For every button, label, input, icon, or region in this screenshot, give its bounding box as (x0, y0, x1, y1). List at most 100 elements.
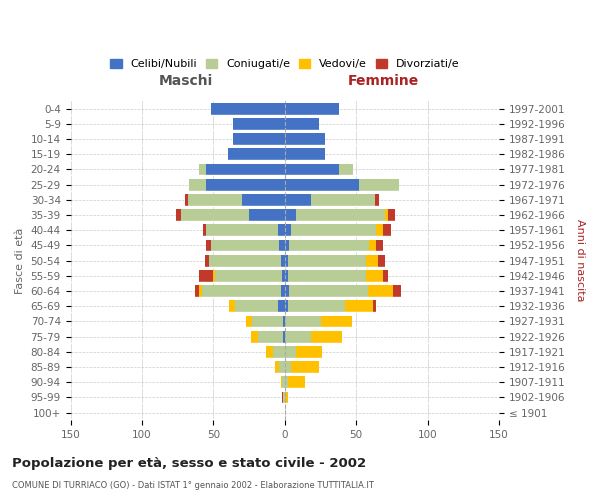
Bar (368, 285, 394, 297)
Bar (278, 300, 285, 312)
Bar (229, 300, 235, 312)
Bar (203, 224, 206, 236)
Bar (285, 254, 287, 266)
Bar (282, 392, 283, 404)
Bar (188, 194, 242, 206)
Bar (251, 330, 257, 342)
Bar (388, 209, 395, 221)
Bar (283, 392, 285, 404)
Bar (211, 102, 285, 115)
Bar (233, 133, 285, 145)
Bar (285, 102, 339, 115)
Bar (345, 300, 373, 312)
Bar (285, 178, 359, 190)
Bar (339, 164, 353, 175)
Bar (287, 270, 366, 282)
Bar (181, 209, 249, 221)
Bar (311, 330, 342, 342)
Bar (369, 240, 376, 252)
Bar (249, 209, 285, 221)
Bar (285, 285, 289, 297)
Bar (214, 270, 215, 282)
Bar (252, 316, 283, 328)
Text: COMUNE DI TURRIACO (GO) - Dati ISTAT 1° gennaio 2002 - Elaborazione TUTTITALIA.I: COMUNE DI TURRIACO (GO) - Dati ISTAT 1° … (12, 480, 374, 490)
Bar (285, 209, 296, 221)
Bar (285, 300, 287, 312)
Bar (285, 118, 319, 130)
Bar (281, 254, 285, 266)
Text: Femmine: Femmine (348, 74, 419, 88)
Bar (359, 178, 399, 190)
Bar (206, 240, 211, 252)
Bar (206, 164, 285, 175)
Bar (285, 361, 290, 373)
Bar (285, 148, 325, 160)
Bar (296, 346, 322, 358)
Bar (287, 254, 366, 266)
Bar (285, 316, 320, 328)
Bar (385, 209, 388, 221)
Bar (285, 133, 325, 145)
Bar (373, 300, 376, 312)
Bar (275, 361, 279, 373)
Bar (202, 285, 281, 297)
Bar (242, 194, 285, 206)
Bar (246, 316, 252, 328)
Bar (375, 194, 379, 206)
Bar (211, 240, 279, 252)
Bar (278, 224, 285, 236)
Bar (285, 376, 287, 388)
Bar (195, 285, 199, 297)
Bar (185, 194, 188, 206)
Bar (257, 330, 283, 342)
Bar (199, 270, 214, 282)
Bar (205, 254, 209, 266)
Bar (279, 361, 285, 373)
Bar (199, 164, 206, 175)
Bar (282, 376, 285, 388)
Bar (266, 346, 274, 358)
Bar (287, 376, 305, 388)
Bar (281, 376, 282, 388)
Bar (290, 361, 319, 373)
Bar (233, 118, 285, 130)
Bar (283, 330, 285, 342)
Bar (285, 330, 311, 342)
Bar (366, 254, 377, 266)
Bar (176, 209, 181, 221)
Text: Maschi: Maschi (159, 74, 214, 88)
Bar (199, 285, 202, 297)
Bar (227, 148, 285, 160)
Bar (209, 254, 281, 266)
Bar (235, 300, 278, 312)
Bar (274, 346, 285, 358)
Bar (283, 316, 285, 328)
Bar (285, 240, 289, 252)
Bar (287, 300, 345, 312)
Bar (285, 270, 287, 282)
Bar (215, 270, 282, 282)
Bar (285, 224, 290, 236)
Bar (289, 240, 369, 252)
Bar (206, 224, 278, 236)
Bar (377, 254, 385, 266)
Text: Popolazione per età, sesso e stato civile - 2002: Popolazione per età, sesso e stato civil… (12, 458, 366, 470)
Bar (281, 285, 285, 297)
Y-axis label: Anni di nascita: Anni di nascita (575, 220, 585, 302)
Bar (285, 194, 311, 206)
Bar (290, 224, 376, 236)
Bar (289, 285, 368, 297)
Bar (311, 194, 375, 206)
Bar (206, 178, 285, 190)
Bar (376, 224, 383, 236)
Bar (376, 240, 383, 252)
Bar (282, 270, 285, 282)
Bar (189, 178, 206, 190)
Bar (320, 316, 352, 328)
Bar (394, 285, 401, 297)
Y-axis label: Fasce di età: Fasce di età (15, 228, 25, 294)
Bar (366, 270, 383, 282)
Bar (383, 224, 391, 236)
Bar (285, 346, 296, 358)
Bar (285, 392, 287, 404)
